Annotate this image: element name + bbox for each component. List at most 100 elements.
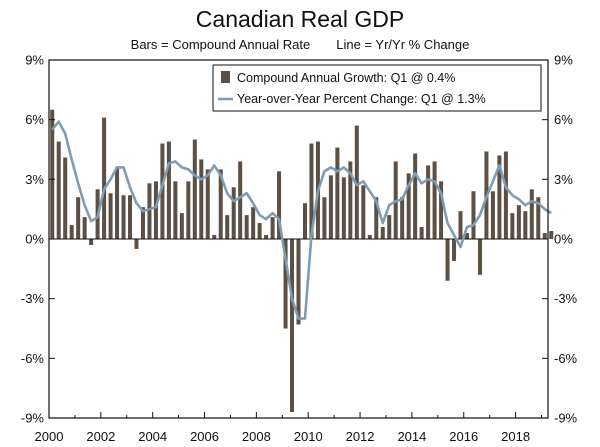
bar — [160, 143, 165, 239]
bar — [477, 239, 482, 275]
bar — [147, 183, 152, 239]
legend-bar-label: Compound Annual Growth: Q1 @ 0.4% — [237, 71, 455, 85]
bar — [264, 235, 269, 239]
ticks-layer — [48, 59, 548, 419]
bar — [400, 197, 405, 239]
y-tick-label-right: -3% — [554, 291, 578, 306]
x-tick-label: 2018 — [501, 429, 530, 444]
x-tick-label: 2000 — [35, 429, 64, 444]
bar — [218, 169, 223, 239]
subtitle-bars: Bars = Compound Annual Rate — [130, 37, 311, 52]
bar — [354, 125, 359, 239]
bar — [335, 147, 340, 239]
bar — [406, 173, 411, 239]
bar — [348, 161, 353, 239]
bar — [432, 161, 437, 239]
bar — [380, 227, 385, 239]
bar — [140, 207, 145, 239]
y-tick-label-left: 3% — [25, 172, 44, 187]
bar — [76, 197, 81, 239]
bar — [283, 239, 288, 329]
y-tick-label-right: 0% — [554, 232, 573, 247]
bar — [387, 215, 392, 239]
bar — [173, 181, 178, 239]
y-tick-label-left: 6% — [25, 112, 44, 127]
y-tick-label-left: -3% — [21, 291, 45, 306]
bar — [179, 213, 184, 239]
bar — [277, 171, 282, 239]
bar — [510, 213, 515, 239]
bar — [464, 233, 469, 239]
bar — [257, 223, 262, 239]
bar — [367, 235, 372, 239]
right-axis-labels: 9% 6% 3% 0% -3% -6% -9% — [554, 53, 578, 426]
bar — [328, 175, 333, 239]
bar — [212, 235, 217, 239]
x-tick-label: 2010 — [294, 429, 323, 444]
x-tick-label: 2008 — [242, 429, 271, 444]
x-tick-label: 2016 — [449, 429, 478, 444]
subtitle-line: Line = Yr/Yr % Change — [336, 37, 470, 52]
bar — [471, 191, 476, 239]
chart-title: Canadian Real GDP — [195, 6, 405, 32]
bar — [121, 195, 126, 239]
bars-layer — [50, 109, 554, 413]
bar — [426, 165, 431, 239]
bar — [63, 157, 68, 239]
bar — [361, 185, 366, 239]
y-tick-label-left: 9% — [25, 53, 44, 68]
x-tick-label: 2006 — [190, 429, 219, 444]
bar — [166, 141, 171, 239]
bar — [516, 205, 521, 239]
bar — [153, 181, 158, 239]
bar — [134, 239, 139, 249]
bar — [322, 197, 327, 239]
bar — [186, 181, 191, 239]
bar — [50, 109, 55, 239]
bar — [497, 155, 502, 239]
y-tick-label-right: -6% — [554, 351, 578, 366]
bar — [56, 141, 61, 239]
y-tick-label-left: -9% — [21, 411, 45, 426]
bar — [115, 167, 120, 239]
bar — [302, 203, 307, 239]
bar — [69, 225, 74, 239]
bar — [231, 187, 236, 239]
x-tick-label: 2004 — [138, 429, 167, 444]
x-tick-label: 2002 — [86, 429, 115, 444]
left-axis-labels: 9% 6% 3% 0% -3% -6% -9% — [21, 53, 45, 426]
legend-bar-swatch — [221, 71, 230, 83]
bar — [251, 207, 256, 239]
bar — [536, 197, 541, 239]
legend-box — [212, 64, 542, 112]
y-tick-label-right: 6% — [554, 112, 573, 127]
bar — [490, 191, 495, 239]
bar — [199, 159, 204, 239]
x-axis-labels: 2000 2002 2004 2006 2008 2010 2012 2014 2016 2018 — [35, 429, 531, 444]
y-tick-label-right: 3% — [554, 172, 573, 187]
legend-line-label: Year-over-Year Percent Change: Q1 @ 1.3% — [237, 92, 486, 106]
bar — [549, 231, 554, 239]
bar — [244, 215, 249, 239]
bar — [452, 239, 457, 261]
y-tick-label-left: 0% — [25, 232, 44, 247]
bar — [192, 139, 197, 239]
bar — [413, 153, 418, 239]
y-tick-label-left: -6% — [21, 351, 45, 366]
bar — [523, 211, 528, 239]
bar — [439, 181, 444, 239]
bar — [108, 193, 113, 239]
bar — [341, 177, 346, 239]
x-tick-label: 2014 — [397, 429, 426, 444]
bar — [238, 161, 243, 239]
bar — [82, 217, 87, 239]
bar — [128, 195, 133, 239]
yoy-line-series — [51, 120, 552, 320]
bar — [445, 239, 450, 281]
bar — [419, 227, 424, 239]
bar — [270, 217, 275, 239]
chart-subtitle: Bars = Compound Annual Rate Line = Yr/Yr … — [0, 37, 600, 52]
bar — [89, 239, 94, 245]
bar — [458, 211, 463, 239]
x-tick-label: 2012 — [346, 429, 375, 444]
